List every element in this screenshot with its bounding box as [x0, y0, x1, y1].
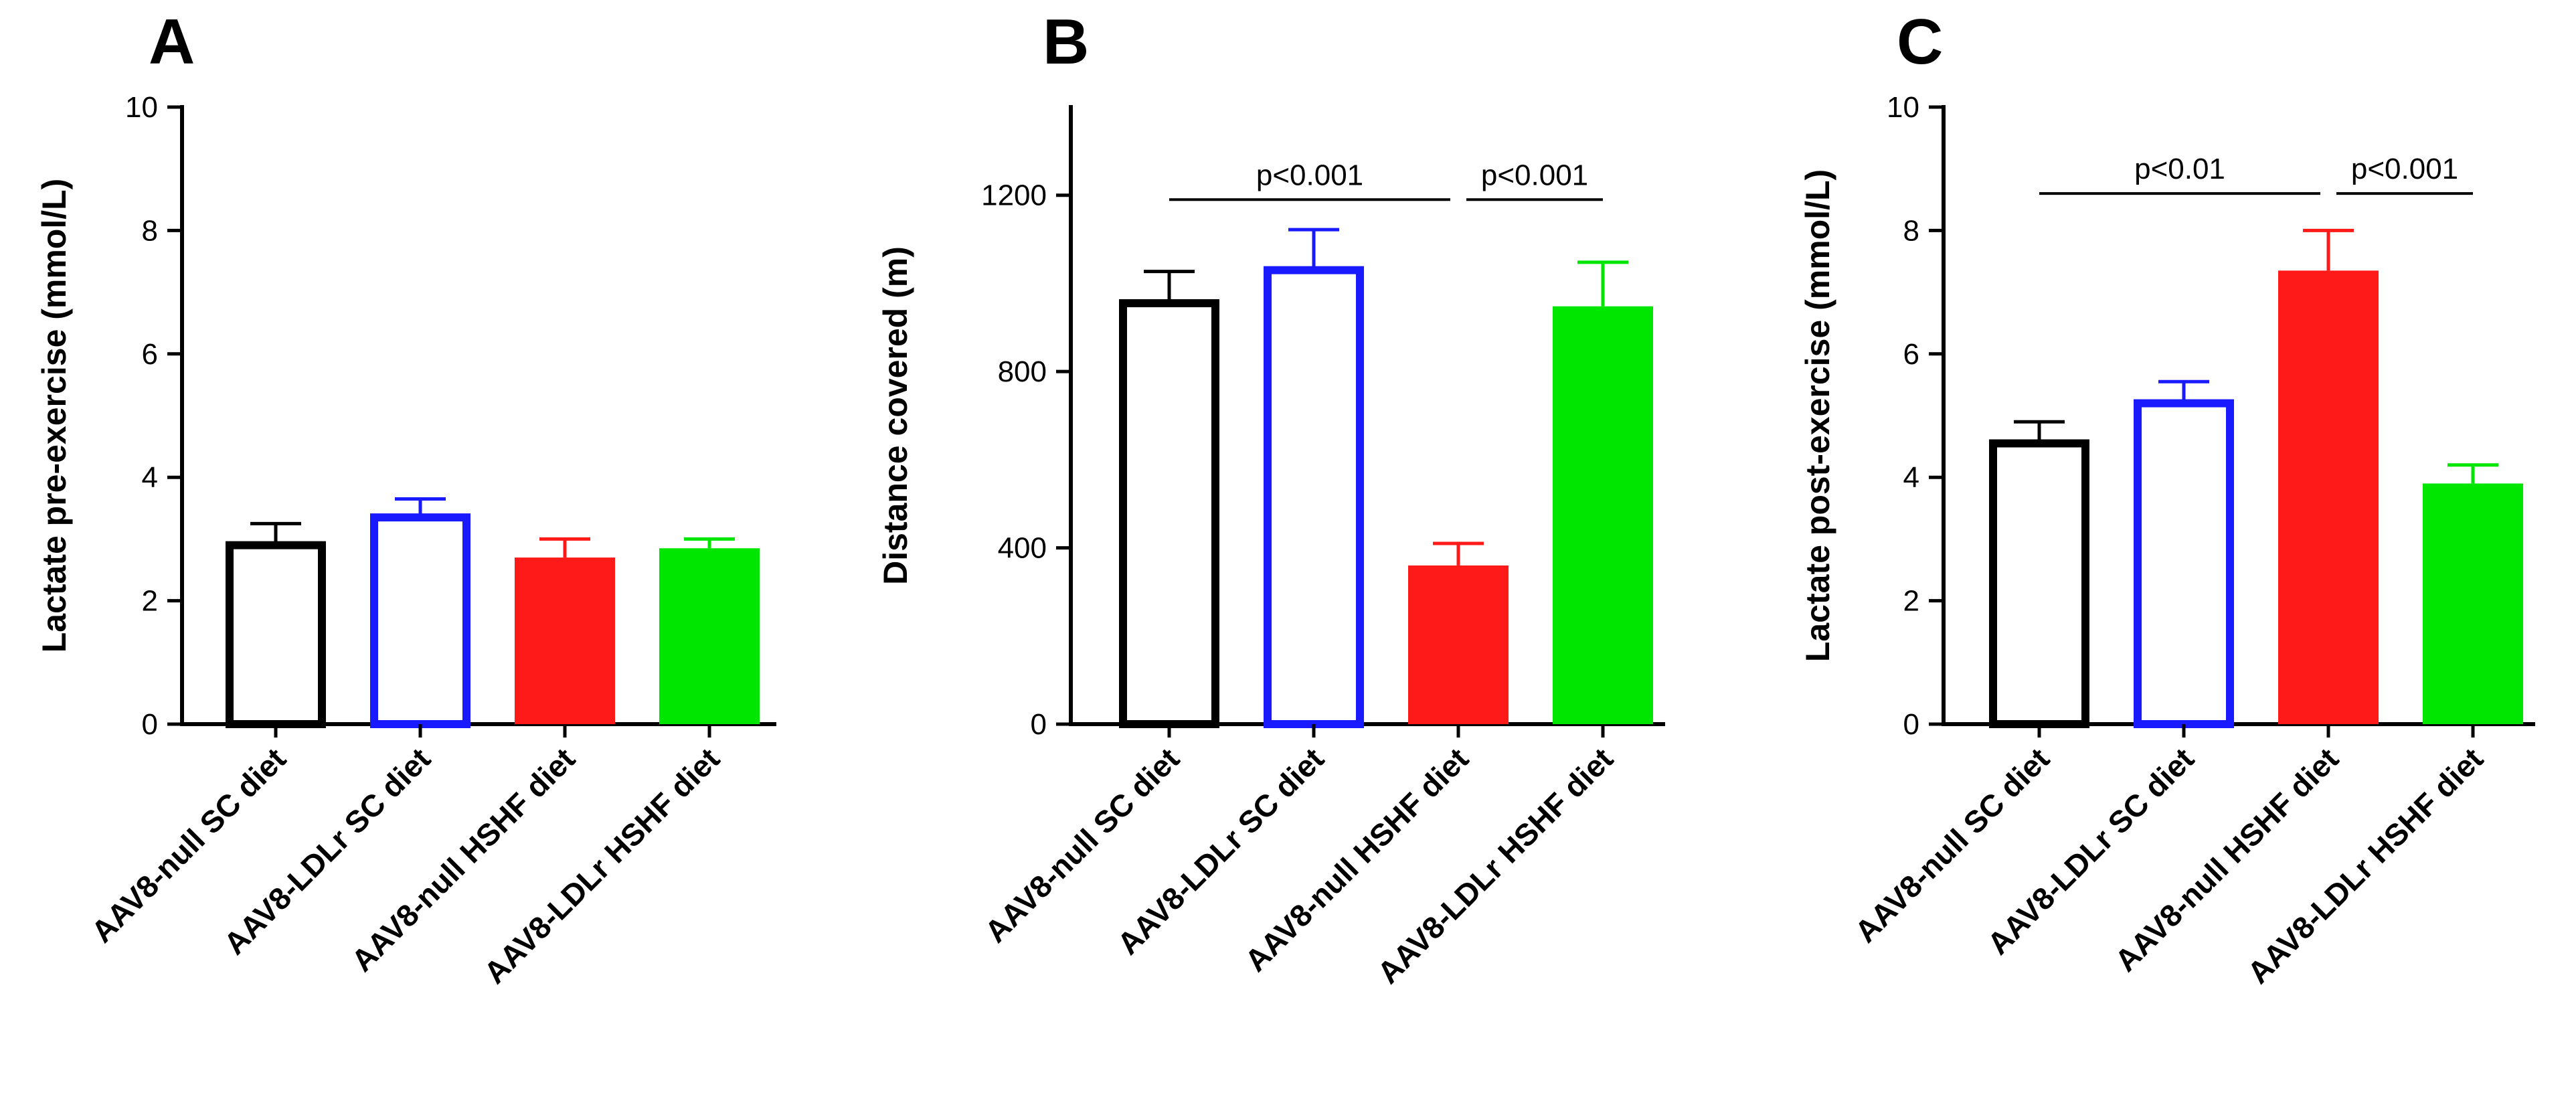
bar	[2278, 270, 2379, 725]
bar	[659, 548, 760, 724]
y-tick-label: 0	[1903, 708, 1919, 741]
significance-label: p<0.001	[1256, 159, 1363, 191]
y-tick-label: 6	[142, 338, 158, 371]
y-tick-label: 8	[1903, 214, 1919, 247]
y-axis-title: Lactate post-exercise (mmol/L)	[1799, 169, 1836, 662]
bar	[515, 557, 615, 724]
y-tick-label: 4	[1903, 461, 1919, 494]
bar	[1408, 565, 1509, 724]
bar	[1989, 439, 2089, 728]
y-tick-label: 400	[998, 532, 1047, 565]
y-tick-label: 0	[142, 708, 158, 741]
y-tick-label: 0	[1031, 708, 1047, 741]
bar	[226, 541, 326, 728]
y-tick-label: 4	[142, 461, 158, 494]
y-tick-label: 6	[1903, 338, 1919, 371]
significance-label: p<0.01	[2134, 153, 2225, 185]
panel-letter-c: C	[1897, 6, 1943, 78]
bar	[2423, 483, 2523, 724]
y-axis-title: Distance covered (m)	[877, 246, 914, 585]
y-tick-label: 1200	[981, 179, 1047, 212]
significance-label: p<0.001	[1481, 159, 1588, 191]
bar	[2134, 399, 2234, 728]
chart-a-lactate-pre-exercise: 0 2 4 6 8 10 Lactate pre-exercise (mmol/L) AAV8…	[35, 91, 776, 991]
y-tick-label: 800	[998, 355, 1047, 388]
bar	[370, 513, 470, 728]
category-label: AAV8-LDLr HSHF diet	[1371, 741, 1620, 990]
y-tick-label: 10	[1887, 91, 1919, 124]
y-tick-label: 10	[125, 91, 158, 124]
category-label: AAV8-LDLr HSHF diet	[477, 741, 726, 990]
panel-letter-a: A	[149, 6, 195, 78]
bar	[1119, 299, 1219, 729]
significance-label: p<0.001	[2351, 153, 2458, 185]
bar	[1264, 266, 1364, 728]
y-axis-title: Lactate pre-exercise (mmol/L)	[35, 179, 73, 653]
panel-letter-b: B	[1043, 6, 1089, 78]
category-label: AAV8-LDLr HSHF diet	[2241, 741, 2490, 990]
y-tick-label: 2	[1903, 585, 1919, 618]
y-tick-label: 2	[142, 585, 158, 618]
y-tick-label: 8	[142, 214, 158, 247]
chart-c-lactate-post-exercise: 0 2 4 6 8 10 Lactate post-exercise (mmol/L) AAV…	[1799, 91, 2535, 991]
bar	[1553, 306, 1653, 724]
